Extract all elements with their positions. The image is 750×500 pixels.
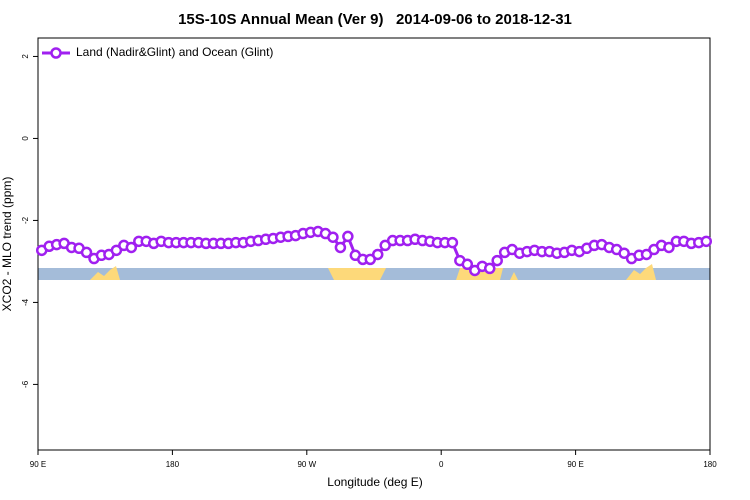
- x-tick-label: 180: [166, 460, 180, 469]
- y-tick-label: -6: [21, 380, 30, 388]
- y-axis-label: XCO2 - MLO trend (ppm): [0, 177, 14, 312]
- land: [90, 266, 120, 280]
- legend-marker: [50, 47, 62, 59]
- y-tick-label: 0: [21, 136, 30, 141]
- x-tick-label: 0: [439, 460, 444, 469]
- y-tick-label: -4: [21, 298, 30, 306]
- data-point: [342, 230, 354, 243]
- x-tick-label: 180: [703, 460, 717, 469]
- legend-label: Land (Nadir&Glint) and Ocean (Glint): [76, 45, 273, 59]
- x-tick-label: 90 E: [30, 460, 46, 469]
- land: [328, 268, 386, 280]
- data-point: [491, 254, 503, 267]
- x-tick-label: 90 E: [567, 460, 583, 469]
- data-point: [125, 241, 138, 254]
- data-point: [700, 235, 713, 248]
- land: [510, 272, 518, 280]
- data-point: [446, 236, 459, 249]
- data-point: [334, 241, 347, 254]
- data-point: [371, 248, 384, 261]
- data-point: [618, 247, 630, 259]
- data-point: [461, 258, 474, 271]
- legend: Land (Nadir&Glint) and Ocean (Glint): [42, 45, 273, 59]
- data-point: [663, 241, 675, 254]
- x-tick-label: 90 W: [297, 460, 316, 469]
- data-point: [483, 262, 496, 275]
- data-point: [80, 246, 93, 259]
- land-mask: [38, 264, 710, 280]
- land: [626, 264, 656, 280]
- chart-title: 15S-10S Annual Mean (Ver 9) 2014-09-06 t…: [178, 11, 572, 28]
- data-point: [327, 231, 339, 243]
- y-tick-label: 2: [21, 54, 30, 59]
- x-axis-label: Longitude (deg E): [327, 475, 422, 489]
- y-tick-label: -2: [21, 216, 30, 224]
